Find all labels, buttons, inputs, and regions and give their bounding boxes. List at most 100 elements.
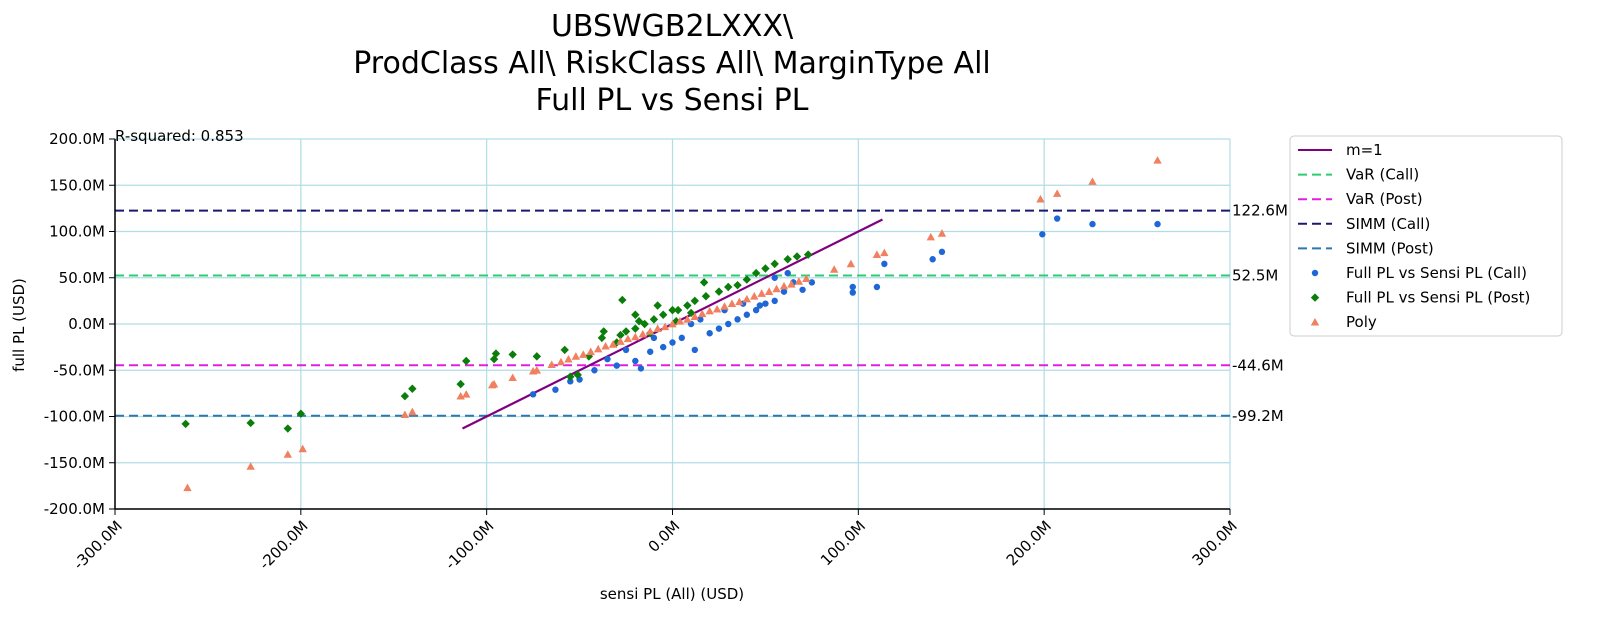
- point-2-40: [750, 292, 759, 300]
- legend-label-0: m=1: [1346, 141, 1383, 159]
- point-0-6: [637, 365, 645, 372]
- x-tick-label-4: 100.0M: [817, 517, 869, 569]
- point-2-14: [556, 357, 566, 366]
- point-1-27: [668, 305, 677, 315]
- point-1-30: [690, 296, 699, 306]
- point-0-33: [938, 248, 946, 256]
- point-2-20: [601, 342, 610, 350]
- point-0-28: [849, 289, 856, 296]
- point-2-10: [508, 373, 517, 382]
- legend-swatch-5: [1311, 269, 1319, 277]
- point-0-8: [647, 348, 654, 355]
- y-tick-label-2: 100.0M: [49, 223, 105, 241]
- title-line-3: Full PL vs Sensi PL: [536, 83, 809, 118]
- point-0-42: [697, 316, 704, 323]
- point-0-2: [567, 378, 574, 385]
- point-2-26: [646, 327, 655, 335]
- point-1-41: [803, 250, 813, 259]
- chart-title: UBSWGB2LXXX\ ProdClass All\ RiskClass Al…: [353, 9, 991, 118]
- point-0-14: [715, 325, 723, 332]
- point-2-55: [1052, 189, 1062, 197]
- y-tick-label-3: 50.0M: [59, 269, 105, 287]
- axes-frame: [109, 138, 1231, 515]
- y-tick-label-0: 200.0M: [49, 130, 105, 148]
- y-tick-label-8: -200.0M: [44, 500, 105, 518]
- point-1-28: [673, 305, 683, 315]
- legend-label-4: SIMM (Post): [1346, 239, 1434, 257]
- point-2-23: [623, 334, 633, 343]
- point-2-45: [787, 280, 796, 288]
- point-2-35: [712, 305, 722, 313]
- point-2-41: [757, 289, 766, 297]
- point-2-0: [183, 483, 192, 492]
- point-2-29: [668, 319, 677, 328]
- point-0-31: [881, 260, 888, 268]
- y-tick-label-4: 0.0M: [68, 315, 105, 333]
- point-2-9: [489, 379, 499, 388]
- point-2-53: [937, 229, 947, 237]
- point-1-36: [751, 268, 761, 278]
- point-0-36: [1089, 220, 1096, 228]
- y-tick-label-1: 150.0M: [49, 176, 105, 194]
- point-2-57: [1153, 156, 1162, 164]
- legend-entry-2: VaR (Post): [1298, 190, 1423, 208]
- scatter-points: [181, 156, 1162, 492]
- legend-entry-7: Poly: [1310, 313, 1377, 331]
- point-2-54: [1036, 194, 1045, 203]
- point-2-44: [779, 281, 789, 290]
- point-1-25: [653, 301, 662, 310]
- point-1-34: [733, 280, 742, 290]
- point-2-4: [400, 410, 410, 419]
- legend-label-1: VaR (Call): [1346, 166, 1419, 184]
- point-0-34: [1039, 231, 1046, 238]
- title-line-2: ProdClass All\ RiskClass All\ MarginType…: [353, 46, 991, 81]
- y-tick-label-7: -150.0M: [44, 454, 105, 472]
- r-squared-annotation: R-squared: 0.853: [115, 127, 244, 145]
- point-2-1: [246, 462, 255, 470]
- point-2-48: [829, 265, 839, 273]
- point-2-56: [1088, 177, 1097, 185]
- legend-label-5: Full PL vs Sensi PL (Call): [1346, 264, 1527, 282]
- point-0-27: [808, 279, 816, 286]
- point-2-32: [690, 312, 699, 320]
- point-2-7: [462, 390, 471, 398]
- point-0-1: [552, 386, 559, 393]
- point-0-30: [873, 283, 881, 291]
- point-2-47: [802, 274, 811, 283]
- point-2-51: [880, 248, 889, 257]
- point-2-5: [408, 407, 417, 416]
- hline-label-2: 122.6M: [1232, 202, 1288, 220]
- point-0-4: [591, 367, 598, 374]
- series-0: [529, 215, 1161, 398]
- point-0-22: [780, 288, 788, 295]
- point-0-21: [771, 297, 778, 305]
- point-1-38: [770, 259, 779, 269]
- point-1-4: [400, 391, 410, 401]
- y-tick-label-6: -100.0M: [44, 408, 105, 426]
- point-0-9: [660, 343, 667, 351]
- point-0-38: [604, 355, 611, 363]
- point-1-6: [456, 379, 465, 389]
- legend: m=1 VaR (Call) VaR (Post) SIMM (Call) SIMM (…: [1289, 135, 1563, 337]
- point-0-0: [529, 391, 537, 398]
- hline-label-3: -99.2M: [1232, 407, 1284, 425]
- point-2-19: [593, 344, 603, 353]
- y-axis-label: full PL (USD): [10, 278, 28, 372]
- point-2-18: [586, 347, 595, 356]
- legend-entry-6: Full PL vs Sensi PL (Post): [1310, 289, 1530, 307]
- point-2-30: [675, 317, 685, 325]
- point-1-19: [616, 330, 625, 340]
- point-2-22: [616, 337, 625, 345]
- point-2-16: [571, 352, 581, 360]
- point-2-34: [705, 306, 714, 315]
- point-1-7: [462, 356, 471, 366]
- legend-label-2: VaR (Post): [1346, 190, 1423, 208]
- point-0-40: [650, 334, 658, 342]
- point-1-24: [649, 315, 659, 324]
- point-1-40: [792, 252, 802, 261]
- point-2-36: [720, 302, 729, 310]
- point-0-23: [771, 274, 778, 281]
- point-0-13: [706, 330, 713, 337]
- x-tick-label-2: -100.0M: [441, 517, 497, 573]
- series-2: [183, 156, 1162, 492]
